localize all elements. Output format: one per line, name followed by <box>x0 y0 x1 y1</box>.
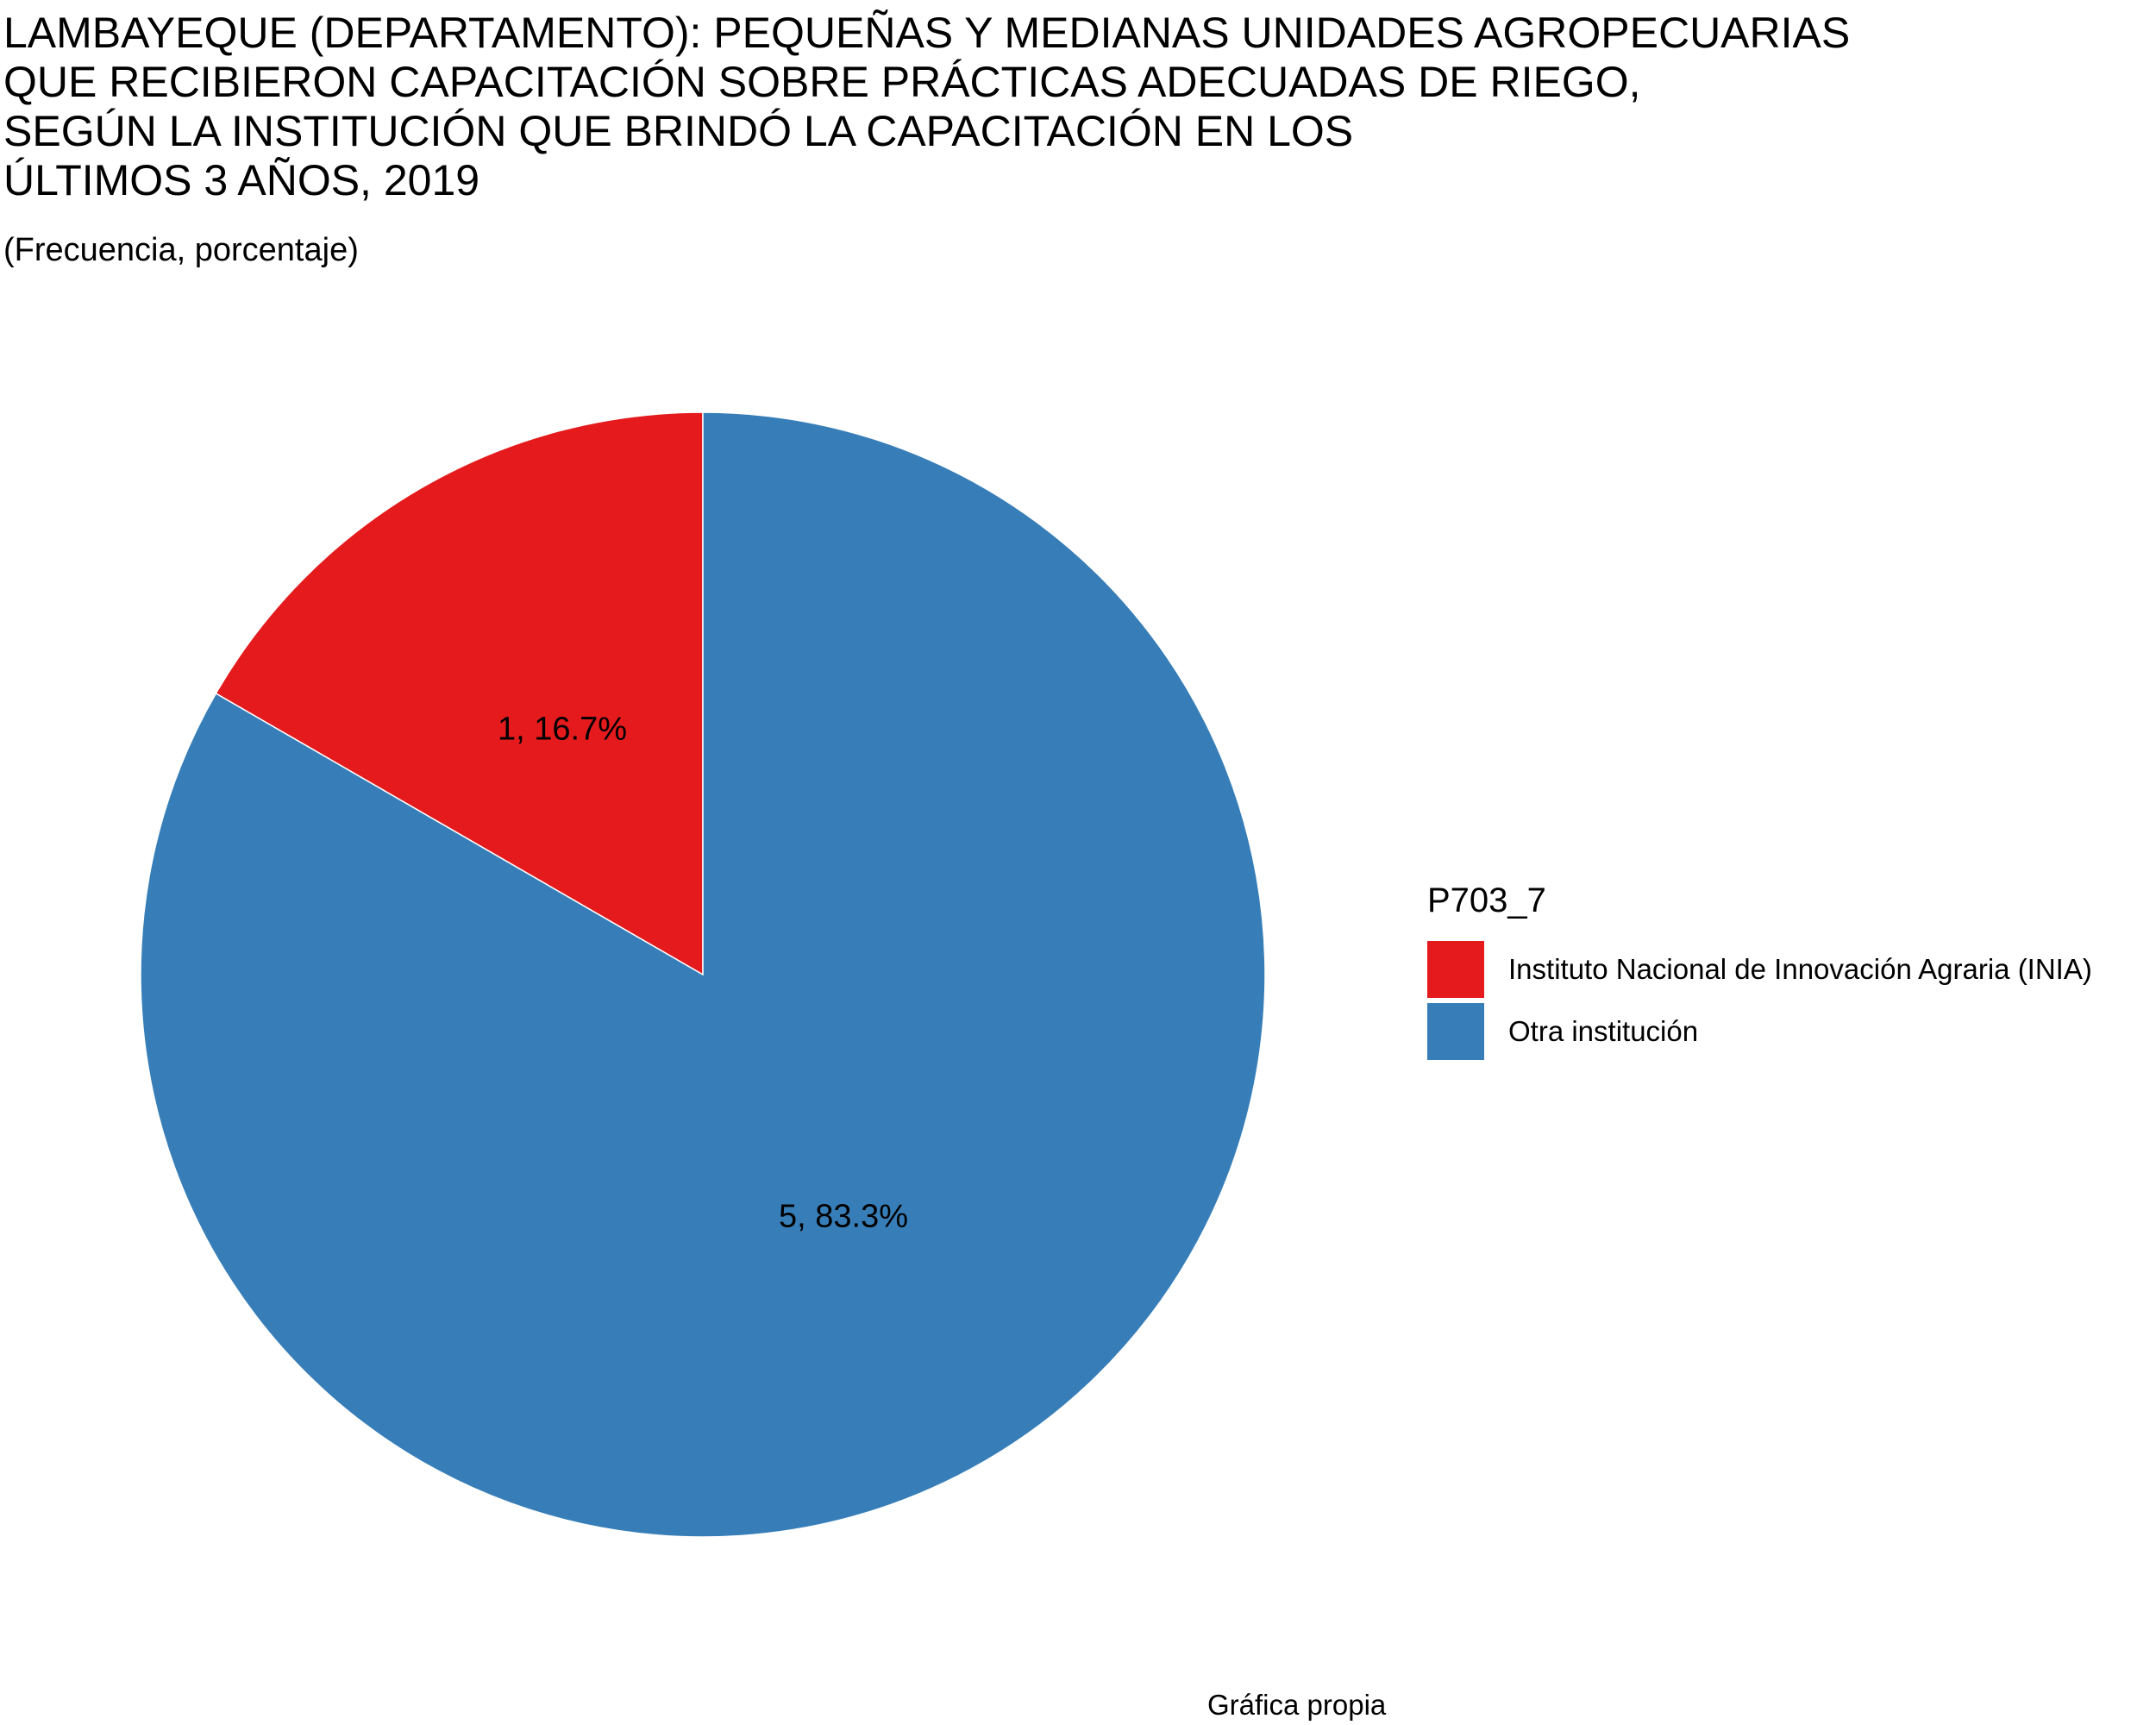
chart-title: LAMBAYEQUE (DEPARTAMENTO): PEQUEÑAS Y ME… <box>3 9 2142 205</box>
chart-caption: Gráfica propia <box>1207 1689 1387 1721</box>
pie-labels: 1, 16.7% 5, 83.3% <box>498 712 908 1235</box>
pie-label-otra-institucion: 5, 83.3% <box>779 1198 908 1234</box>
chart-title-line-3: SEGÚN LA INSTITUCIÓN QUE BRINDÓ LA CAPAC… <box>3 107 1354 155</box>
pie-slice-inia <box>215 411 704 976</box>
legend-item-inia: Instituto Nacional de Innovación Agraria… <box>1427 940 2092 999</box>
legend-swatch-otra-institucion <box>1427 1003 1484 1060</box>
legend-title: P703_7 <box>1427 881 1546 919</box>
legend-swatch-inia <box>1427 941 1484 998</box>
legend-label-otra-institucion: Otra institución <box>1508 1015 1699 1047</box>
chart-subtitle: (Frecuencia, porcentaje) <box>3 232 359 268</box>
legend-label-inia: Instituto Nacional de Innovación Agraria… <box>1508 953 2092 985</box>
legend: P703_7 Instituto Nacional de Innovación … <box>1427 880 2092 1064</box>
pie-slices <box>140 411 1266 1538</box>
chart-title-line-1: LAMBAYEQUE (DEPARTAMENTO): PEQUEÑAS Y ME… <box>3 9 1851 57</box>
chart-title-line-4: ÚLTIMOS 3 AÑOS, 2019 <box>3 156 480 204</box>
legend-item-otra-institucion: Otra institución <box>1427 1002 2092 1061</box>
pie-slice-otra-institucion <box>140 411 1266 1538</box>
pie-label-inia: 1, 16.7% <box>498 712 627 748</box>
chart-title-line-2: QUE RECIBIERON CAPACITACIÓN SOBRE PRÁCTI… <box>3 58 1641 106</box>
